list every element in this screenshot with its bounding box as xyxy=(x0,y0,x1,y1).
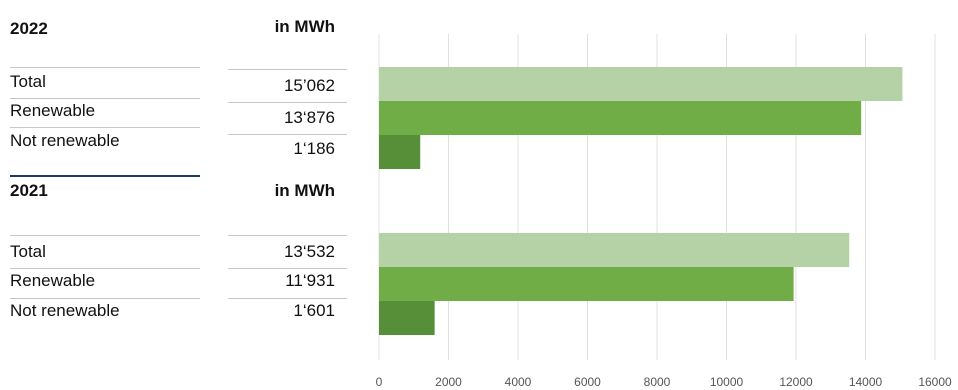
bar-renewable-2022 xyxy=(379,101,862,135)
x-tick-label: 6000 xyxy=(574,375,601,389)
row-label-renewable-2022: Renewable xyxy=(10,101,96,120)
bar-total-2022 xyxy=(379,67,903,101)
year-2021-heading: 2021 xyxy=(10,181,48,200)
row-divider xyxy=(228,298,347,299)
row-label-not-renewable-2021: Not renewable xyxy=(10,301,120,320)
row-label-total-2021: Total xyxy=(10,242,46,261)
bar-renewable-2021 xyxy=(379,267,794,301)
bar-total-2021 xyxy=(379,233,850,267)
row-label-not-renewable-2022: Not renewable xyxy=(10,131,120,150)
row-divider xyxy=(228,268,347,269)
row-value-not-renewable-2022: 1‘186 xyxy=(293,139,335,158)
row-value-renewable-2022: 13‘876 xyxy=(283,108,335,127)
year-2022-heading: 2022 xyxy=(10,19,48,38)
x-tick-label: 8000 xyxy=(644,375,671,389)
bar-not-renewable-2022 xyxy=(379,135,421,169)
row-divider xyxy=(10,268,200,269)
row-divider xyxy=(228,235,347,236)
x-tick-label: 16000 xyxy=(918,375,952,389)
row-divider xyxy=(10,98,200,99)
unit-2021-label: in MWh xyxy=(274,181,335,200)
row-divider xyxy=(228,134,347,135)
row-divider xyxy=(228,69,347,70)
row-divider xyxy=(10,298,200,299)
section-divider xyxy=(10,175,200,177)
row-divider xyxy=(10,235,200,236)
x-tick-label: 10000 xyxy=(710,375,744,389)
x-tick-label: 4000 xyxy=(505,375,532,389)
row-label-renewable-2021: Renewable xyxy=(10,271,96,290)
bar-not-renewable-2021 xyxy=(379,301,435,335)
row-divider xyxy=(10,67,200,68)
x-tick-label: 12000 xyxy=(779,375,813,389)
row-divider xyxy=(10,127,200,128)
row-divider xyxy=(228,102,347,103)
x-tick-label: 0 xyxy=(376,375,383,389)
row-value-total-2022: 15’062 xyxy=(283,76,335,95)
x-tick-label: 14000 xyxy=(849,375,883,389)
row-value-not-renewable-2021: 1‘601 xyxy=(293,301,335,320)
row-label-total-2022: Total xyxy=(10,72,46,91)
unit-2022-label: in MWh xyxy=(274,17,335,36)
x-tick-label: 2000 xyxy=(435,375,462,389)
row-value-renewable-2021: 11‘931 xyxy=(285,271,335,290)
row-value-total-2021: 13‘532 xyxy=(283,242,335,261)
